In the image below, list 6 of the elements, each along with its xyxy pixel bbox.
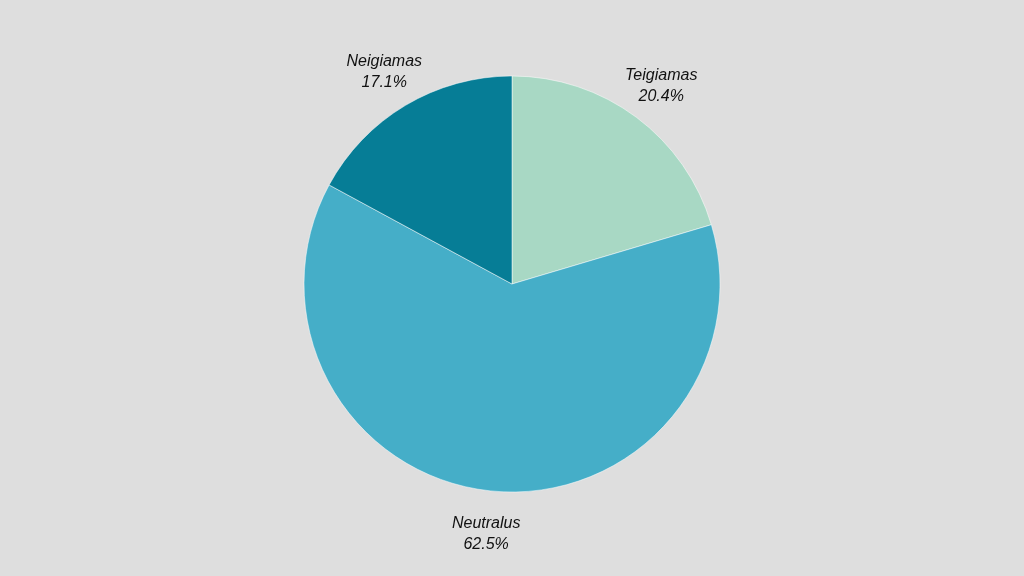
slice-label: Neutralus — [451, 514, 521, 532]
slice-label: Teigiamas — [625, 65, 698, 83]
slice-label: Neigiamas — [346, 51, 423, 69]
data-label: 20.4% — [637, 86, 684, 104]
data-label: 17.1% — [361, 72, 407, 90]
data-label: 62.5% — [463, 535, 509, 553]
